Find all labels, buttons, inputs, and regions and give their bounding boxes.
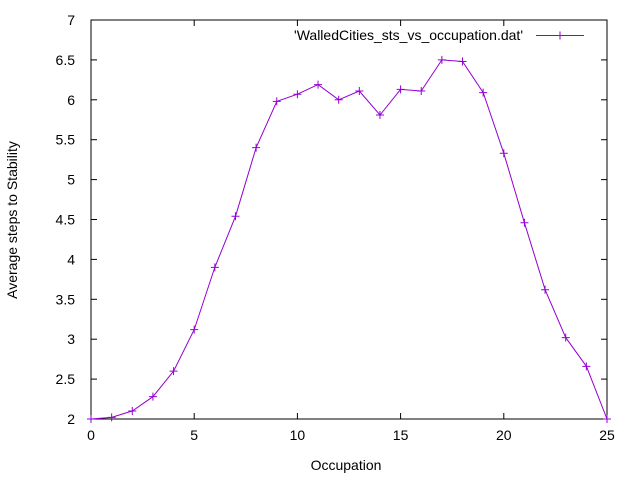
x-tick-label: 20 xyxy=(496,427,512,443)
y-tick-label: 6 xyxy=(67,92,75,108)
x-tick-label: 5 xyxy=(190,427,198,443)
data-point xyxy=(148,392,157,401)
data-point xyxy=(396,85,405,94)
data-point xyxy=(314,80,323,89)
legend: 'WalledCities_sts_vs_occupation.dat' xyxy=(294,27,584,43)
data-point xyxy=(231,212,240,221)
data-point xyxy=(375,110,384,119)
y-tick-label: 4.5 xyxy=(56,212,76,228)
legend-marker xyxy=(556,31,564,40)
y-tick-label: 6.5 xyxy=(56,52,76,68)
series-layer xyxy=(87,55,611,423)
y-tick-label: 3.5 xyxy=(56,291,76,307)
x-axis-title: Occupation xyxy=(311,457,382,473)
data-point xyxy=(499,149,508,158)
y-tick-label: 5.5 xyxy=(56,132,76,148)
data-point xyxy=(520,218,529,227)
data-point xyxy=(458,57,467,66)
data-point xyxy=(190,325,199,334)
x-tick-label: 25 xyxy=(599,427,615,443)
x-tick-label: 15 xyxy=(393,427,409,443)
data-point xyxy=(107,413,116,422)
y-tick-label: 4 xyxy=(67,251,75,267)
data-point xyxy=(603,415,611,423)
data-point xyxy=(417,87,426,96)
data-point xyxy=(479,88,488,97)
data-point xyxy=(210,263,219,272)
y-tick-label: 7 xyxy=(67,12,75,28)
y-axis-ticks: 2 2.5 3 3.5 4 4.5 5 5.5 6 6.5 7 xyxy=(56,12,607,427)
y-tick-label: 5 xyxy=(67,172,75,188)
data-point xyxy=(582,362,591,371)
data-point xyxy=(541,285,550,294)
data-point xyxy=(334,95,343,104)
x-tick-label: 10 xyxy=(290,427,306,443)
y-tick-label: 3 xyxy=(67,331,75,347)
data-point xyxy=(437,55,446,64)
series-line xyxy=(90,59,608,420)
y-tick-label: 2.5 xyxy=(56,371,76,387)
data-point xyxy=(293,90,302,99)
plot-frame xyxy=(90,19,608,420)
data-point xyxy=(561,333,570,342)
data-point xyxy=(169,367,178,376)
data-point xyxy=(355,87,364,96)
y-tick-label: 2 xyxy=(67,411,75,427)
x-tick-label: 0 xyxy=(87,427,95,443)
y-axis-title: Average steps to Stability xyxy=(4,141,20,299)
data-point xyxy=(252,143,261,152)
data-point xyxy=(128,407,137,416)
x-axis-ticks: 0 5 10 15 20 25 xyxy=(87,20,615,443)
legend-label: 'WalledCities_sts_vs_occupation.dat' xyxy=(294,27,523,43)
data-point xyxy=(87,415,95,423)
data-point xyxy=(272,97,281,106)
